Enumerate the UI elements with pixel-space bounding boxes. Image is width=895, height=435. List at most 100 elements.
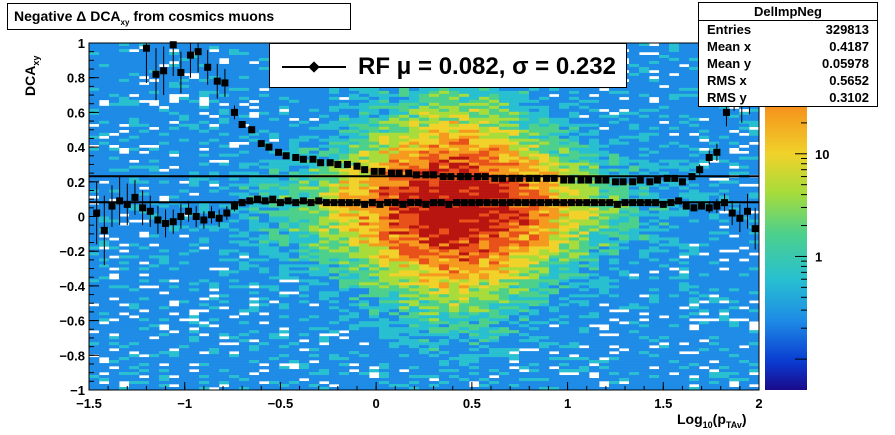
heatmap-cell (219, 147, 230, 151)
heatmap-cell (319, 171, 330, 175)
heatmap-cell (209, 363, 220, 367)
heatmap-cell (379, 177, 390, 181)
heatmap-cell (219, 51, 230, 56)
heatmap-cell (229, 333, 240, 337)
heatmap-cell (459, 168, 470, 172)
heatmap-cell (399, 354, 410, 358)
heatmap-cell (119, 141, 130, 146)
heatmap-cell (469, 150, 480, 154)
heatmap-cell (99, 51, 110, 56)
heatmap-cell (409, 156, 420, 160)
heatmap-cell (289, 216, 300, 220)
heatmap-cell (109, 357, 120, 361)
heatmap-cell (149, 357, 160, 361)
heatmap-cell (479, 180, 490, 184)
heatmap-cell (379, 252, 390, 256)
heatmap-cell (169, 168, 180, 172)
heatmap-cell (459, 321, 470, 325)
heatmap-cell (159, 159, 170, 163)
heatmap-cell (439, 321, 450, 325)
heatmap-cell (129, 318, 140, 322)
heatmap-cell (389, 375, 400, 379)
heatmap-cell (129, 363, 140, 367)
heatmap-cell (139, 120, 150, 125)
heatmap-cell (149, 210, 160, 214)
heatmap-cell (139, 264, 150, 268)
heatmap-cell (369, 282, 380, 286)
heatmap-cell (349, 147, 360, 151)
heatmap-cell (159, 189, 170, 193)
heatmap-cell (439, 186, 450, 190)
heatmap-cell (439, 300, 450, 304)
heatmap-cell (269, 372, 280, 376)
heatmap-cell (159, 309, 170, 313)
heatmap-cell (409, 291, 420, 295)
heatmap-cell (109, 345, 120, 349)
heatmap-cell (469, 144, 480, 148)
heatmap-cell (199, 123, 210, 128)
heatmap-cell (139, 237, 150, 241)
heatmap-cell (409, 189, 420, 193)
heatmap-cell (209, 132, 220, 137)
heatmap-cell (439, 231, 450, 235)
heatmap-cell (89, 189, 100, 193)
heatmap-cell (129, 141, 140, 146)
heatmap-cell (249, 231, 260, 235)
heatmap-cell (489, 111, 500, 116)
heatmap-cell (399, 120, 410, 125)
heatmap-cell (179, 132, 190, 137)
heatmap-cell (439, 360, 450, 364)
heatmap-cell (369, 360, 380, 364)
heatmap-cell (89, 117, 100, 122)
heatmap-cell (449, 381, 460, 385)
heatmap-cell (119, 387, 130, 391)
heatmap-cell (329, 276, 340, 280)
heatmap-cell (389, 225, 400, 229)
heatmap-cell (409, 252, 420, 256)
heatmap-cell (429, 291, 440, 295)
heatmap-cell (139, 132, 150, 137)
heatmap-cell (209, 348, 220, 352)
heatmap-cell (319, 324, 330, 328)
heatmap-cell (309, 279, 320, 283)
heatmap-cell (159, 171, 170, 175)
heatmap-cell (469, 246, 480, 250)
heatmap-cell (299, 387, 310, 391)
heatmap-cell (499, 339, 510, 343)
heatmap-cell (479, 285, 490, 289)
heatmap-cell (489, 159, 500, 163)
heatmap-cell (299, 330, 310, 334)
heatmap-cell (149, 369, 160, 373)
heatmap-cell (499, 144, 510, 148)
heatmap-cell (219, 300, 230, 304)
heatmap-cell (339, 327, 350, 331)
heatmap-cell (249, 204, 260, 208)
heatmap-cell (449, 375, 460, 379)
heatmap-cell (119, 357, 130, 361)
heatmap-cell (479, 120, 490, 125)
heatmap-cell (409, 351, 420, 355)
heatmap-cell (89, 312, 100, 316)
heatmap-cell (489, 378, 500, 382)
heatmap-cell (349, 111, 360, 116)
heatmap-cell (519, 93, 530, 98)
heatmap-cell (199, 183, 210, 187)
heatmap-cell (409, 213, 420, 217)
heatmap-cell (399, 384, 410, 388)
heatmap-cell (99, 57, 110, 62)
heatmap-cell (189, 330, 200, 334)
heatmap-cell (289, 183, 300, 187)
heatmap-cell (149, 300, 160, 304)
heatmap-cell (259, 132, 270, 137)
heatmap-cell (479, 99, 490, 104)
heatmap-cell (279, 189, 290, 193)
heatmap-cell (399, 351, 410, 355)
heatmap-cell (219, 282, 230, 286)
heatmap-cell (229, 153, 240, 157)
heatmap-cell (169, 84, 180, 89)
heatmap-cell (529, 213, 540, 217)
heatmap-cell (339, 123, 350, 128)
heatmap-cell (509, 324, 520, 328)
heatmap-cell (409, 315, 420, 319)
heatmap-cell (109, 66, 120, 71)
